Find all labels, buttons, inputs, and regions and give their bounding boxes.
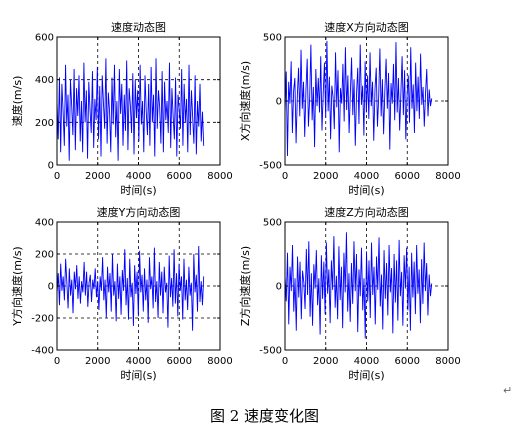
series-line <box>284 232 433 339</box>
x-tick-label: 8000 <box>435 171 460 182</box>
y-tick-label: 0 <box>48 282 54 293</box>
x-tick-label: 4000 <box>126 171 151 182</box>
x-tick-label: 2000 <box>313 171 338 182</box>
x-tick-label: 6000 <box>395 171 420 182</box>
x-tick-label: 4000 <box>126 356 151 367</box>
x-tick-label: 6000 <box>167 171 192 182</box>
y-tick-label: 0 <box>276 97 282 108</box>
y-tick-label: 500 <box>263 33 282 44</box>
y-tick-label: 400 <box>35 218 54 229</box>
y-axis-label: Y方向速度(m/s) <box>10 246 24 326</box>
chart-panel-4: 0 2000 4000 6000 8000-5000500速度Z方向动态图时间(s)Z方… <box>238 205 461 382</box>
x-tick-label: 2000 <box>85 356 110 367</box>
x-tick-label: 0 <box>282 356 288 367</box>
series-line <box>284 40 433 157</box>
x-axis-label: 时间(s) <box>120 369 156 382</box>
y-tick-label: 400 <box>35 75 54 86</box>
y-tick-label: 200 <box>35 118 54 129</box>
x-tick-label: 0 <box>54 356 60 367</box>
x-tick-label: 4000 <box>354 356 379 367</box>
y-axis-label: 速度(m/s) <box>10 76 24 127</box>
paragraph-mark: ↵ <box>503 384 513 397</box>
chart-title: 速度Z方向动态图 <box>324 205 409 219</box>
y-tick-label: 500 <box>263 218 282 229</box>
x-tick-label: 6000 <box>167 356 192 367</box>
x-axis-label: 时间(s) <box>348 184 384 197</box>
y-axis-label: X方向速度(m/s) <box>238 61 252 141</box>
y-tick-label: -500 <box>259 161 282 172</box>
x-tick-label: 8000 <box>435 356 460 367</box>
y-tick-label: 600 <box>35 33 54 44</box>
chart-panel-2: 0 2000 4000 6000 8000-5000500速度X方向动态图时间(s)X方… <box>238 20 461 197</box>
x-tick-label: 6000 <box>395 356 420 367</box>
x-tick-label: 8000 <box>207 171 232 182</box>
y-tick-label: 200 <box>35 250 54 261</box>
y-axis-label: Z方向速度(m/s) <box>238 246 252 326</box>
series-line <box>56 245 205 331</box>
series-line <box>56 58 205 161</box>
y-tick-label: -400 <box>31 346 54 357</box>
y-tick-label: -200 <box>31 314 54 325</box>
x-tick-label: 0 <box>282 171 288 182</box>
x-tick-label: 2000 <box>313 356 338 367</box>
plot-area <box>57 37 220 165</box>
x-tick-label: 8000 <box>207 356 232 367</box>
x-tick-label: 2000 <box>85 171 110 182</box>
x-tick-label: 4000 <box>354 171 379 182</box>
y-tick-label: 0 <box>48 161 54 172</box>
x-tick-label: 0 <box>54 171 60 182</box>
x-axis-label: 时间(s) <box>120 184 156 197</box>
y-tick-label: -500 <box>259 346 282 357</box>
chart-title: 速度动态图 <box>111 20 166 34</box>
chart-title: 速度Y方向动态图 <box>97 205 181 219</box>
y-tick-label: 0 <box>276 282 282 293</box>
chart-panel-3: 0 2000 4000 6000 8000 -400 -200 0 200 400 速度Y方向动态图… <box>10 205 233 382</box>
figure-caption: 图 2 速度变化图 <box>209 407 320 425</box>
x-axis-label: 时间(s) <box>348 369 384 382</box>
chart-title: 速度X方向动态图 <box>324 20 409 34</box>
